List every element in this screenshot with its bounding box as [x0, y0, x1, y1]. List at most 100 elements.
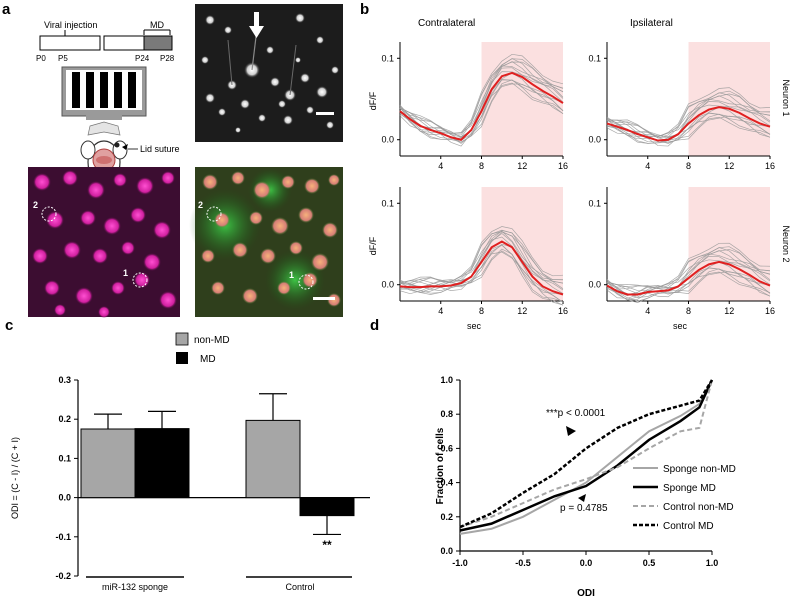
d-ytick-label: 0.0: [440, 546, 453, 556]
b-contra-neuron1-trial-trace: [399, 61, 564, 138]
b-ipsi-neuron2-trial-trace: [606, 261, 771, 298]
d-xtick-label: 1.0: [706, 558, 719, 568]
d-xtick-label: 0.0: [580, 558, 593, 568]
c-ytick-label: 0.3: [58, 375, 71, 385]
b-ipsi-neuron1-stim-shade: [688, 42, 770, 156]
legend-label-nonmd: non-MD: [194, 335, 230, 346]
b-ipsi-neuron1-xtick-label: 4: [645, 161, 650, 171]
d-ytick-label: 0.2: [440, 512, 453, 522]
b-contra-neuron1-ytick-label: 0.0: [381, 135, 394, 145]
b-contra-neuron2-xtick-label: 16: [558, 306, 568, 316]
b-contra-neuron1-xtick-label: 12: [517, 161, 527, 171]
panel-b-trace-charts: 0.0 0.1 4 8 12 16 0.0 0.1 4 8 12 16 0.0 0.1 4 8 12 16 0.0 0…: [381, 42, 775, 316]
grating-stimulus-monitor: [61, 66, 147, 120]
legend-label-control-md: Control MD: [663, 521, 714, 532]
scale-bar: [316, 112, 334, 115]
c-bar-nonmd: [245, 419, 301, 499]
b-contra-neuron2-trial-trace: [399, 231, 564, 286]
xlabel-b: sec: [467, 321, 482, 331]
d-cdf-line-solid-gray: [459, 379, 713, 535]
magenta-micrograph: 2 1: [28, 167, 180, 318]
md-label: MD: [150, 20, 164, 30]
tick-p28: P28: [160, 54, 175, 63]
b-contra-neuron2-xtick-label: 8: [479, 306, 484, 316]
annotation-sig: ***p < 0.0001: [546, 408, 606, 419]
d-ytick-label: 0.8: [440, 409, 453, 419]
xlabel-b-ipsi: sec: [673, 321, 688, 331]
b-contra-neuron1-mean-trace: [399, 71, 564, 141]
b-contra-neuron2-trial-trace: [399, 226, 564, 283]
c-ytick-label: 0.1: [58, 453, 71, 463]
group-label-sponge: miR-132 sponge: [102, 582, 168, 592]
row-title-neuron2: Neuron 2: [781, 225, 791, 262]
bar-chart-odi: -0.2 -0.1 0.0 0.1 0.2 0.3 **: [55, 375, 370, 581]
b-contra-neuron1-xtick-label: 4: [438, 161, 443, 171]
ylabel-d: Fraction of cells: [435, 427, 446, 504]
annotation-ns: p = 0.4785: [560, 503, 608, 514]
b-ipsi-neuron2-xtick-label: 16: [765, 306, 775, 316]
merged-roi-1-circle: [298, 274, 314, 290]
b-ipsi-neuron1-ytick-label: 0.0: [588, 135, 601, 145]
tick-p5: P5: [58, 54, 68, 63]
b-ipsi-neuron2-xtick-label: 12: [724, 306, 734, 316]
c-ytick-label: 0.0: [58, 493, 71, 503]
legend-swatch-md: [176, 352, 188, 364]
b-contra-neuron2-trial-trace: [399, 243, 564, 295]
ylabel-neuron1: dF/F: [368, 91, 378, 110]
arrowhead: [249, 26, 264, 38]
legend-label-md: MD: [200, 354, 216, 365]
xlabel-d: ODI: [577, 588, 595, 599]
c-bar-md: [299, 497, 355, 517]
panel-label-d: d: [370, 317, 379, 334]
column-title-contralateral: Contralateral: [418, 18, 475, 29]
b-ipsi-neuron1-mean-trace: [606, 106, 771, 142]
d-ytick-label: 0.4: [440, 478, 453, 488]
merged-roi-2-label: 2: [198, 200, 203, 210]
b-ipsi-neuron1-xtick-label: 12: [724, 161, 734, 171]
legend-d: Sponge non-MD Sponge MD Control non-MD C…: [633, 464, 736, 532]
b-contra-neuron1-ytick-label: 0.1: [381, 53, 394, 63]
b-contra-neuron1-trial-trace: [399, 79, 564, 141]
panel-label-b: b: [360, 1, 369, 18]
timeline-bar-left: [39, 35, 101, 51]
roi-2-label: 2: [33, 200, 38, 210]
b-ipsi-neuron2-trial-trace: [606, 242, 771, 288]
b-ipsi-neuron1-trial-trace: [606, 98, 771, 138]
b-ipsi-neuron2-xtick-label: 4: [645, 306, 650, 316]
annotation-ns-arrow: [578, 494, 586, 502]
b-ipsi-neuron2-trial-trace: [606, 271, 771, 303]
viral-injection-label: Viral injection: [44, 20, 97, 30]
d-xtick-label: -1.0: [452, 558, 468, 568]
roi-1-label: 1: [123, 268, 128, 278]
merged-roi-2-circle: [206, 206, 222, 222]
b-contra-neuron2-xtick-label: 12: [517, 306, 527, 316]
ylabel-c: ODI = (C - I) / (C + I): [10, 437, 20, 519]
b-ipsi-neuron1-trial-trace: [606, 116, 771, 144]
arrow-shaft: [254, 12, 259, 28]
b-contra-neuron1-xtick-label: 8: [479, 161, 484, 171]
b-ipsi-neuron2-trial-trace: [606, 249, 771, 290]
d-ytick-label: 1.0: [440, 375, 453, 385]
merged-micrograph: 2 1: [189, 167, 343, 317]
d-xtick-label: 0.5: [643, 558, 656, 568]
roi-1-circle: [132, 272, 148, 288]
b-contra-neuron1-xtick-label: 16: [558, 161, 568, 171]
c-significance-stars: **: [322, 538, 332, 552]
b-contra-neuron1-trial-trace: [399, 53, 564, 134]
b-ipsi-neuron1-xtick-label: 16: [765, 161, 775, 171]
legend-label-sponge-nonmd: Sponge non-MD: [663, 464, 736, 475]
b-contra-neuron1-trial-trace: [399, 72, 564, 139]
b-ipsi-neuron1-xtick-label: 8: [686, 161, 691, 171]
b-ipsi-neuron2-stim-shade: [688, 187, 770, 301]
d-cdf-line-dashed-black: [459, 379, 714, 529]
ylabel-neuron2: dF/F: [368, 236, 378, 255]
panel-label-c: c: [5, 317, 13, 334]
cdf-chart-odi: 0.0 0.2 0.4 0.6 0.8 1.0 -1.0 -0.5 0.0 0.5 1.0: [440, 375, 718, 568]
d-cdf-line-solid-black: [459, 379, 714, 532]
group-label-control: Control: [285, 582, 314, 592]
c-ytick-label: -0.2: [55, 571, 71, 581]
b-contra-neuron2-xtick-label: 4: [438, 306, 443, 316]
annotation-sig-arrow: [566, 426, 576, 436]
c-ytick-label: -0.1: [55, 532, 71, 542]
